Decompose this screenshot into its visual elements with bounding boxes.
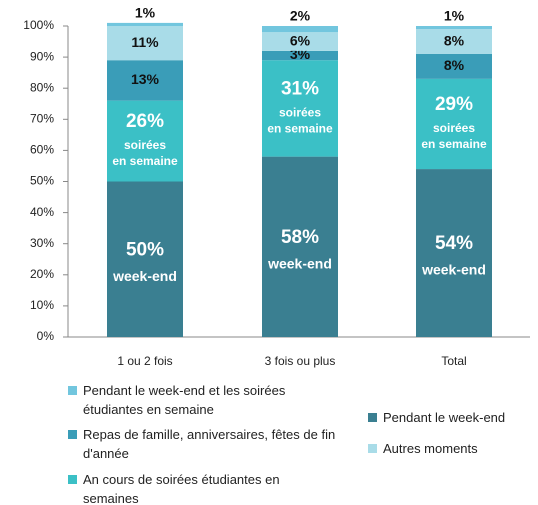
inner-label: week-end	[421, 262, 486, 278]
x-tick-label: 3 fois ou plus	[265, 354, 336, 368]
data-label: 29%	[435, 94, 473, 115]
data-label: 58%	[281, 227, 319, 248]
data-label: 13%	[131, 71, 160, 87]
y-tick-label: 40%	[30, 205, 54, 219]
x-tick-label: Total	[441, 354, 466, 368]
bar-segment	[416, 26, 492, 30]
data-label: 54%	[435, 233, 473, 254]
bar-segment	[107, 22, 183, 26]
bar-segment	[416, 53, 492, 79]
inner-label: en semaine	[267, 122, 333, 136]
inner-label: en semaine	[112, 154, 178, 168]
data-label: 2%	[290, 8, 311, 24]
y-tick-label: 100%	[23, 18, 54, 32]
data-label: 1%	[135, 5, 156, 21]
bar-segment	[262, 60, 338, 157]
data-label: 50%	[126, 239, 164, 260]
legend-swatch	[68, 475, 77, 484]
bar-segment	[262, 156, 338, 337]
legend-swatch	[68, 386, 77, 395]
data-label: 8%	[444, 57, 465, 73]
y-tick-label: 60%	[30, 143, 54, 157]
legend-swatch	[368, 444, 377, 453]
data-label: 8%	[444, 32, 465, 48]
y-tick-label: 90%	[30, 49, 54, 63]
data-label: 6%	[290, 32, 311, 48]
data-label: 26%	[126, 111, 164, 132]
bar-segment	[107, 60, 183, 101]
bar-segment	[262, 50, 338, 61]
data-label: 31%	[281, 78, 319, 99]
x-tick-label: 1 ou 2 fois	[117, 354, 172, 368]
y-tick-label: 0%	[37, 329, 55, 343]
legend-label: An cours de soirées étudiantes en semain…	[83, 472, 280, 505]
y-tick-label: 10%	[30, 298, 54, 312]
legend-item: Autres moments	[368, 439, 538, 458]
legend-label: Autres moments	[383, 441, 478, 456]
data-label: 11%	[131, 34, 159, 50]
bar-segment	[416, 169, 492, 337]
inner-label: soirées	[279, 106, 321, 120]
data-label: 1%	[444, 8, 465, 24]
y-tick-label: 20%	[30, 267, 54, 281]
legend-label: Repas de famille, anniversaires, fêtes d…	[83, 427, 336, 461]
y-tick-label: 50%	[30, 174, 54, 188]
y-tick-label: 80%	[30, 80, 54, 94]
legend-label: Pendant le week-end	[383, 410, 506, 425]
legend-item: Pendant le week-end et les soirées étudi…	[68, 381, 323, 419]
bar-segment	[416, 78, 492, 170]
legend-swatch	[68, 430, 77, 439]
bar-segment	[262, 26, 338, 33]
bar-segment	[107, 100, 183, 182]
y-tick-label: 70%	[30, 111, 54, 125]
inner-label: en semaine	[421, 137, 487, 151]
inner-label: soirées	[124, 138, 166, 152]
legend-swatch	[368, 413, 377, 422]
bar-segment	[107, 181, 183, 337]
legend-item: An cours de soirées étudiantes en semain…	[68, 470, 323, 505]
inner-label: soirées	[433, 121, 475, 135]
legend-label: Pendant le week-end et les soirées étudi…	[83, 383, 286, 417]
bar-segment	[107, 26, 183, 61]
bar-segment	[416, 29, 492, 54]
bar-segment	[262, 32, 338, 51]
chart: 0% 10% 20% 30% 40% 50% 60% 70% 80% 90% 100% 1 ou 2 …	[23, 5, 530, 368]
legend-item: Repas de famille, anniversaires, fêtes d…	[68, 425, 338, 463]
y-tick-label: 30%	[30, 236, 54, 250]
inner-label: week-end	[267, 256, 332, 272]
legend-item: Pendant le week-end	[368, 408, 538, 427]
inner-label: week-end	[112, 268, 177, 284]
